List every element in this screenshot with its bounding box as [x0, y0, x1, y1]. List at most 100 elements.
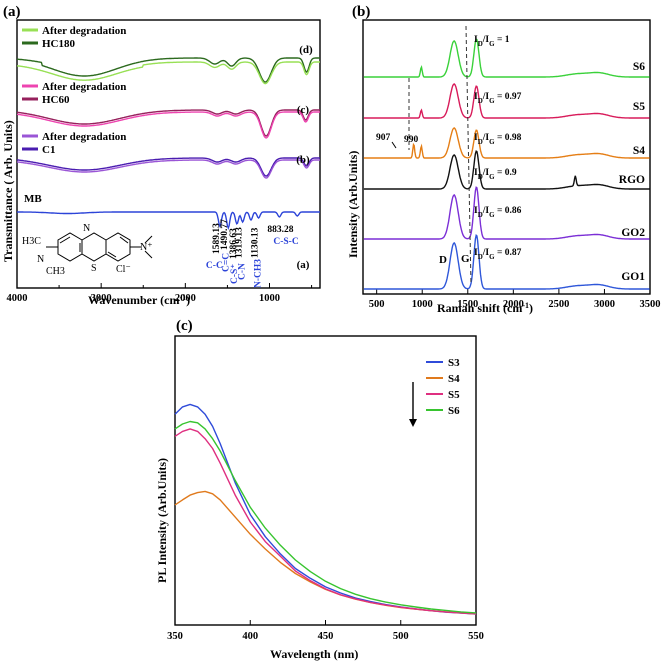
bond-label: C-N [238, 263, 248, 280]
peak-value: 883.28 [267, 225, 293, 235]
bond-label: C=C [221, 253, 231, 272]
x-tick-label: 1500 [457, 299, 478, 310]
series-label-go2: GO2 [621, 227, 645, 239]
id-ig-ratio: ID/IG = 1 [474, 35, 510, 48]
panel-b-xlabel-text: Raman shift (cm [437, 301, 522, 315]
mb-group-h3c: H3C [22, 236, 41, 247]
mb-atom-n-plus: N⁺ [140, 242, 153, 253]
methylene-blue-structure [46, 232, 153, 262]
panel-b-frame [362, 19, 651, 295]
pl-series-s6 [174, 420, 477, 614]
panel-c-ylabel: PL Intensity (Arb.Units) [155, 458, 169, 583]
bond-label: C-S-C [273, 237, 298, 247]
pl-series-s5 [174, 428, 477, 615]
panel-a: (a) 4000 3000 2000 1000 After degradationHC… [1, 4, 321, 308]
pl-series-s4 [174, 490, 477, 615]
panel-a-xlabel-text: Wavenumber (cm [88, 293, 179, 307]
spectrum-go2 [363, 186, 650, 240]
panel-b-xlabel: Raman shift (cm-1) [437, 301, 533, 316]
series-label-s6: S6 [633, 61, 645, 73]
x-tick-label: 350 [167, 631, 183, 642]
id-ig-ratio: ID/IG = 0.98 [474, 133, 522, 146]
panel-a-xlabel: Wavenumber (cm-1) [88, 293, 190, 308]
id-ig-ratio: ID/IG = 0.97 [474, 92, 522, 105]
peak-value: 1130.13 [251, 227, 261, 258]
x-tick-label: 400 [242, 631, 258, 642]
panel-a-frame [16, 19, 321, 289]
peak-value: 1386.63 [229, 228, 239, 259]
x-tick-label: 3000 [91, 293, 112, 304]
trace-label: (c) [297, 104, 310, 116]
legend-label: After degradation [42, 131, 126, 143]
x-tick-label: 1000 [412, 299, 433, 310]
series-label-s5: S5 [633, 101, 645, 113]
band-label-d: D [439, 254, 447, 266]
panel-b-letter: (b) [352, 4, 370, 20]
trace-label: (d) [299, 44, 313, 56]
panel-b-x-ticks: 500 1000 1500 2000 2500 3000 3500 [369, 289, 661, 310]
legend-label-s3: S3 [448, 357, 460, 369]
panel-a-traces [16, 57, 320, 231]
mb-bond [144, 235, 153, 244]
x-tick-label: 550 [468, 631, 484, 642]
panel-a-x-ticks: 4000 3000 2000 1000 [7, 283, 313, 304]
panel-b-spectra [363, 38, 650, 290]
panel-c-down-arrow-head [409, 419, 417, 427]
panel-a-ylabel: Transmittance ( Arb. Units) [1, 120, 15, 262]
x-tick-label: 1000 [259, 293, 280, 304]
series-label-s4: S4 [633, 145, 645, 157]
mb-group-ch3: CH3 [46, 266, 65, 277]
mb-bond [59, 236, 71, 244]
legend-label-s4: S4 [448, 373, 460, 385]
bond-label: C-S⁺ [230, 264, 240, 284]
x-tick-label: 2000 [175, 293, 196, 304]
mb-ring-right [105, 232, 131, 262]
panel-a-xlabel-close: ) [186, 293, 190, 307]
x-tick-label: 4000 [7, 293, 28, 304]
peak-label-990: 990 [404, 135, 419, 145]
x-tick-label: 450 [318, 631, 334, 642]
mb-atom-s: S [91, 263, 97, 274]
id-ig-ratio: ID/IG = 0.87 [474, 248, 522, 261]
panel-b-ylabel: Intensity (Arb.Units) [346, 151, 360, 258]
peak-value: 1490.77 [220, 219, 230, 250]
mb-atom-n: N [83, 223, 90, 234]
band-label-g: G [461, 253, 470, 265]
legend-label: HC60 [42, 94, 70, 106]
legend-label: After degradation [42, 81, 126, 93]
spectrum-s4 [363, 127, 650, 159]
bond-label: N-CH3 [254, 259, 264, 288]
trace-hc180-after [16, 61, 320, 85]
panel-c: (c) 350 400 450 500 550 S3 S4 S5 S6 Wavelength … [155, 318, 484, 661]
trace-hc180 [17, 57, 320, 83]
legend-label: C1 [42, 144, 55, 156]
panel-b-dashed-g-band [465, 25, 472, 286]
panel-b: (b) 500 1000 1500 2000 2500 3000 3500 S6 ID/IG … [346, 4, 661, 315]
mb-ring-center [81, 232, 107, 262]
panel-c-legend: S3 S4 S5 S6 [426, 357, 460, 417]
panel-b-xlabel-sup: -1 [522, 301, 529, 310]
spectrum-s6 [363, 38, 650, 78]
x-tick-label: 500 [369, 299, 385, 310]
trace-label: (b) [296, 154, 310, 166]
legend-label-s6: S6 [448, 405, 460, 417]
trace-mb [17, 211, 320, 231]
series-label-rgo: RGO [619, 174, 645, 186]
panel-c-letter: (c) [176, 318, 193, 334]
panel-c-series [174, 403, 477, 615]
panel-a-letter: (a) [3, 4, 21, 20]
spectrum-go1 [363, 234, 650, 290]
peak-pointer [391, 141, 397, 149]
mb-bond [119, 236, 129, 244]
x-tick-label: 2000 [503, 299, 524, 310]
panel-a-xlabel-sup: -1 [179, 293, 186, 302]
peak-value: 1319.13 [235, 227, 245, 258]
trace-c1 [17, 157, 320, 177]
mb-atom-left-n: N [37, 254, 44, 265]
panel-a-trace-labels: (d) (c) (b) (a) [296, 44, 313, 271]
panel-b-series-labels: S6 ID/IG = 1 S5 ID/IG = 0.97 S4 ID/IG = 0.98 R… [474, 35, 645, 283]
pl-series-s3 [174, 403, 477, 615]
mb-label: MB [24, 193, 42, 205]
